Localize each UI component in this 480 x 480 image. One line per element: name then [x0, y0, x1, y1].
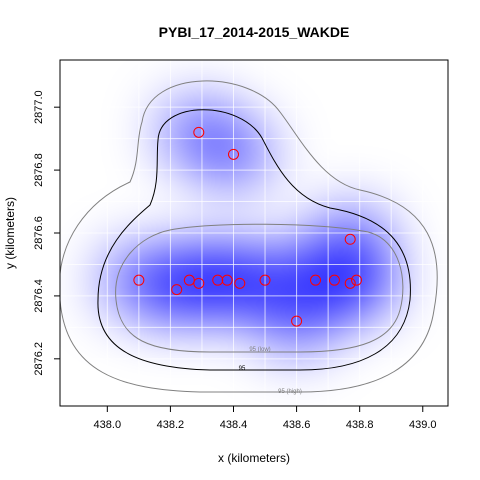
data-point: [171, 284, 183, 296]
grid-lines: [60, 60, 448, 406]
contour-label-mid: 95: [239, 366, 246, 372]
data-point: [212, 274, 224, 286]
data-point: [310, 274, 322, 286]
x-tick-label: 438.0: [94, 419, 122, 431]
x-tick-label: 438.8: [346, 419, 374, 431]
contour-high: [60, 80, 438, 393]
data-point: [344, 233, 356, 245]
y-axis-label: y (kilometers): [3, 197, 17, 269]
data-point: [193, 126, 205, 138]
data-point: [259, 274, 271, 286]
density-surface: [98, 98, 397, 356]
data-point: [221, 274, 233, 286]
density-blob: [316, 246, 397, 315]
contour-mid: [97, 109, 411, 371]
x-tick-label: 438.6: [283, 419, 311, 431]
contour-lines: [60, 80, 438, 393]
x-tick-label: 439.0: [409, 419, 437, 431]
data-point: [234, 277, 246, 289]
x-tick-label: 438.4: [220, 419, 248, 431]
data-points: [133, 126, 363, 327]
data-point: [291, 315, 303, 327]
data-point: [133, 274, 145, 286]
data-point: [227, 148, 239, 160]
y-tick-label: 2877.0: [33, 90, 45, 124]
chart-title: PYBI_17_2014-2015_WAKDE: [159, 24, 350, 40]
x-axis: 438.0 438.2 438.4 438.6 438.8 439.0: [94, 406, 437, 431]
contour-label-low: 95 (low): [249, 347, 270, 353]
data-point: [351, 274, 363, 286]
y-axis: 2876.2 2876.4 2876.6 2876.8 2877.0: [33, 90, 60, 376]
data-point: [344, 277, 356, 289]
data-point: [193, 277, 205, 289]
contour-label-high: 95 (high): [278, 389, 302, 395]
contour-low: [115, 223, 404, 353]
y-tick-label: 2876.4: [33, 279, 45, 313]
y-tick-label: 2876.2: [33, 342, 45, 376]
y-tick-label: 2876.8: [33, 153, 45, 187]
x-tick-label: 438.2: [157, 419, 185, 431]
y-tick-label: 2876.6: [33, 216, 45, 250]
x-axis-label: x (kilometers): [218, 451, 290, 465]
data-point: [328, 274, 340, 286]
